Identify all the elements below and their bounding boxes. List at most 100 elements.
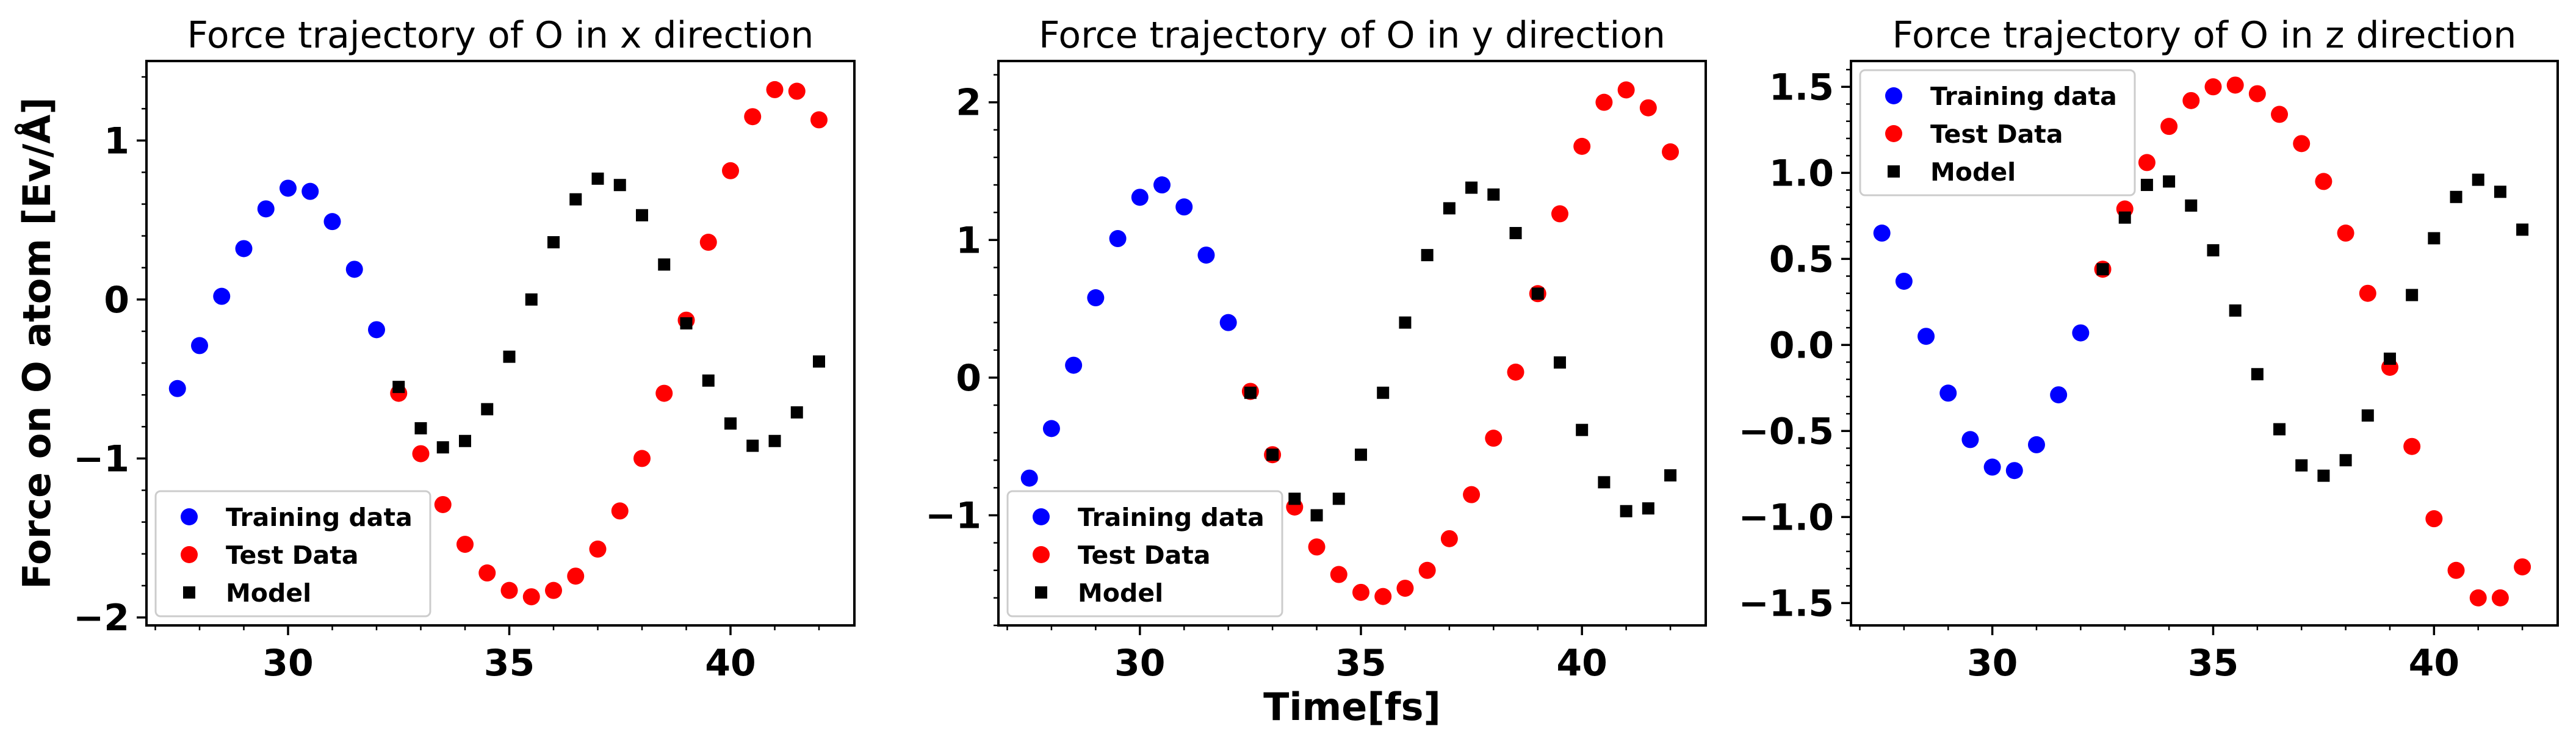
model-point [481,403,494,416]
x-tick-label-30: 30 [1114,642,1166,685]
model-point [2295,459,2308,472]
test-point [2271,106,2289,123]
model-point [1576,423,1589,436]
model-point [658,258,671,271]
training-point [1065,356,1083,374]
legend-marker-model [1888,165,1900,178]
model-point [680,317,693,329]
x-tick-label-40: 40 [2409,642,2460,685]
y-tick-label-2: 2 [956,82,981,124]
chart-title: Force trajectory of O in z direction [1892,14,2517,57]
model-point [746,439,759,452]
test-point [1352,583,1369,601]
training-point [2005,462,2023,480]
series-training-data [1873,225,2090,480]
y-tick-label-0: 0 [956,357,981,400]
y-tick-label-neg1: −1 [925,495,981,538]
model-point [2251,368,2264,381]
test-point [2469,589,2487,606]
test-point [1573,137,1591,155]
x-tick-label-30: 30 [1967,642,2018,685]
y-tick-label-neg1p5: −1.5 [1738,582,1834,625]
series-model [1244,181,1677,522]
plot-frame [145,60,856,627]
y-tick-label-neg0p5: −0.5 [1738,410,1834,453]
legend-marker-training [1033,508,1050,525]
x-tick-label-35: 35 [1335,642,1387,685]
model-point [414,422,427,434]
training-point [2072,324,2090,342]
legend-label-model: Model [226,578,311,608]
training-point [1197,247,1215,264]
model-point [459,434,471,447]
legend-marker-test [1885,125,1902,142]
model-point [2273,423,2286,436]
chart-panel-1: Force trajectory of O in x direction 30 35… [15,14,856,685]
model-point [1354,448,1367,461]
model-point [1377,386,1390,399]
model-point [1642,502,1654,515]
y-tick-label-1p5: 1.5 [1769,66,1834,109]
test-point [788,82,806,100]
model-point [569,193,582,206]
model-point [2361,409,2374,422]
model-point [547,236,560,249]
model-point [702,374,715,387]
x-tick-label-40: 40 [1556,642,1607,685]
plot-frame [1850,60,2559,627]
y-tick-label-0: 0 [104,279,129,322]
test-point [1507,363,1524,381]
test-point [1330,566,1348,583]
series-model [2096,173,2529,482]
model-point [1598,476,1611,489]
legend-label-model: Model [1930,157,2016,187]
model-point [1421,249,1434,262]
test-point [1308,538,1326,556]
legend-box [154,490,431,617]
plot-frame [997,60,1707,627]
y-tick-label-1: 1 [104,120,129,162]
test-point [545,581,562,599]
model-point [1553,356,1566,369]
legend-label-training-data: Training data [226,503,413,532]
training-point [1918,328,1935,345]
legend-box [1859,69,2136,196]
training-point [235,240,253,257]
y-axis-label: Force on O atom [Ev/Å] [15,97,59,589]
test-point [2491,589,2509,606]
y-tick-label-neg1: −1.0 [1738,496,1834,539]
model-point [1487,188,1500,201]
y-tick-label-neg2: −2 [73,597,129,639]
model-point [392,381,405,394]
model-point [1531,287,1544,300]
model-point [1310,509,1323,522]
training-point [323,213,341,231]
model-point [2229,304,2242,317]
test-point [1485,430,1503,447]
training-point [2027,436,2045,453]
series-test-data [390,81,828,606]
legend-label-training-data: Training data [1078,503,1265,532]
test-point [2315,173,2332,190]
training-point [1961,431,1979,448]
y-tick-label-neg1: −1 [73,437,129,480]
legend: Training data Test Data Model [1859,69,2136,196]
chart-panel-2: Force trajectory of O in y direction 30 35… [925,14,1707,729]
training-point [1042,420,1060,437]
series-test-data [1241,81,1679,605]
test-point [2337,225,2354,242]
model-point [2163,175,2176,188]
model-point [1244,386,1257,399]
model-point [2207,244,2220,257]
model-point [1509,227,1522,240]
test-point [699,234,717,251]
training-point [368,321,385,339]
test-point [589,540,607,558]
x-tick-label-35: 35 [484,642,535,685]
legend-label-test-data: Test Data [1078,541,1211,570]
test-point [2447,561,2465,579]
series-training-data [168,179,385,397]
test-point [1595,93,1613,111]
test-point [2182,92,2200,109]
test-point [434,495,452,513]
